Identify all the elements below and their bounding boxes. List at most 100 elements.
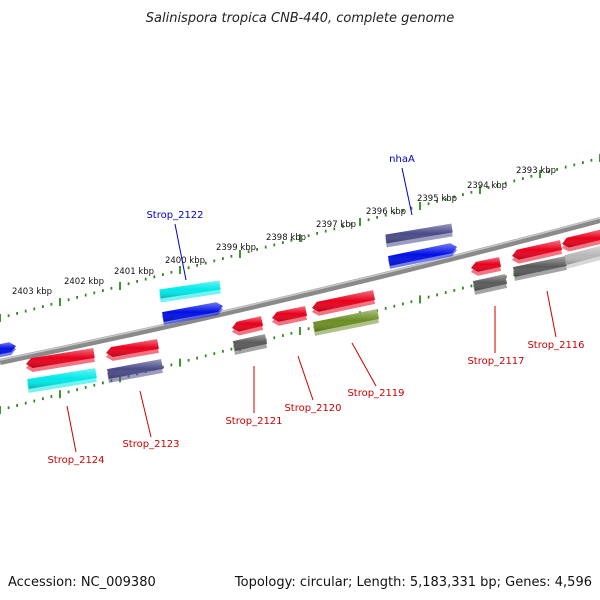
- minor-tick: [496, 184, 498, 187]
- minor-tick: [333, 227, 336, 231]
- gene-strop-2124: [26, 348, 95, 372]
- minor-tick: [504, 275, 507, 279]
- minor-tick: [444, 197, 447, 201]
- minor-tick: [393, 211, 396, 215]
- minor-tick: [376, 216, 378, 219]
- minor-tick: [187, 358, 190, 362]
- minor-tick: [384, 307, 387, 310]
- minor-tick: [153, 275, 156, 279]
- gene-shading: [159, 280, 221, 299]
- gene-shading: [27, 368, 97, 389]
- minor-tick: [410, 206, 413, 210]
- leader-line: [351, 342, 377, 387]
- minor-tick: [273, 336, 276, 340]
- minor-tick: [462, 286, 464, 290]
- gene-shading: [232, 334, 268, 351]
- gene-strop-2122: [162, 302, 223, 325]
- gene-label: Strop_2124: [47, 455, 104, 466]
- minor-tick: [7, 314, 10, 318]
- minor-tick: [410, 300, 413, 304]
- minor-tick: [582, 161, 584, 164]
- minor-tick: [470, 284, 473, 288]
- minor-tick: [42, 397, 44, 401]
- minor-tick: [50, 395, 53, 398]
- major-tick: [359, 218, 361, 226]
- minor-tick: [222, 257, 224, 260]
- minor-tick: [67, 298, 70, 302]
- minor-tick: [136, 280, 138, 283]
- minor-tick: [222, 349, 224, 353]
- gene-right-edge: [562, 229, 600, 252]
- gene-shading: [162, 302, 223, 322]
- gene-strop-2121-rna: [232, 334, 268, 355]
- kbp-tick-label: 2396 kbp: [366, 207, 406, 217]
- leader-line: [66, 405, 77, 453]
- minor-tick: [504, 181, 507, 185]
- gene-label: Strop_2116: [527, 340, 584, 351]
- leader-line: [297, 355, 314, 401]
- minor-tick: [33, 307, 36, 311]
- leader-line: [174, 223, 187, 281]
- major-tick: [179, 266, 181, 274]
- minor-tick: [33, 399, 36, 403]
- minor-tick: [84, 386, 87, 389]
- minor-tick: [453, 289, 456, 292]
- minor-tick: [67, 390, 70, 394]
- minor-tick: [427, 202, 430, 206]
- accession-text: Accession: NC_009380: [8, 575, 156, 590]
- gene-shading: [513, 256, 567, 277]
- minor-tick: [564, 165, 567, 169]
- gene-shading: [106, 339, 159, 357]
- minor-tick: [84, 293, 87, 297]
- minor-tick: [230, 254, 233, 258]
- gene-label: Strop_2122: [146, 210, 203, 221]
- minor-tick: [102, 289, 104, 292]
- minor-tick: [170, 270, 173, 274]
- gene-strop-2116: [512, 240, 563, 264]
- gene-shading: [232, 316, 264, 332]
- minor-tick: [196, 356, 198, 360]
- minor-tick: [127, 282, 130, 286]
- gene-shading: [272, 306, 307, 322]
- minor-tick: [307, 234, 310, 238]
- leader-line: [401, 167, 413, 216]
- gene-shading: [472, 274, 508, 291]
- gene-label: Strop_2120: [284, 403, 341, 414]
- gene-right-edge-rna: [564, 245, 600, 269]
- major-tick: [59, 390, 61, 399]
- minor-tick: [427, 295, 430, 299]
- minor-tick: [213, 259, 216, 263]
- minor-tick: [367, 218, 370, 222]
- gene-features: [0, 223, 600, 393]
- minor-tick: [290, 331, 293, 335]
- kbp-tick-label: 2400 kbp: [165, 256, 205, 266]
- gene-labels: nhaA Strop_2122 Strop_2124 Strop_2123 Strop_…: [47, 154, 584, 466]
- minor-tick: [264, 245, 267, 249]
- gene-strop-2119-rna: [313, 309, 379, 336]
- leader-line: [546, 290, 557, 338]
- minor-tick: [256, 248, 258, 251]
- major-tick: [299, 234, 301, 242]
- minor-tick: [316, 232, 318, 235]
- gene-strop-2119: [312, 290, 375, 316]
- major-tick: [59, 298, 61, 306]
- minor-tick: [324, 229, 327, 233]
- kbp-tick-label: 2395 kbp: [417, 194, 457, 204]
- gene-label: Strop_2121: [225, 416, 282, 427]
- minor-tick: [282, 241, 284, 244]
- minor-tick: [384, 213, 387, 217]
- minor-tick: [196, 264, 198, 267]
- minor-tick: [24, 401, 27, 405]
- minor-tick: [290, 238, 293, 242]
- gene-shading: [388, 243, 457, 266]
- major-tick: [179, 358, 181, 367]
- gene-shading: [313, 309, 379, 332]
- minor-tick: [436, 293, 438, 297]
- kbp-labels: 2393 kbp 2394 kbp 2395 kbp 2396 kbp 2397 kbp…: [12, 166, 556, 297]
- kbp-tick-label: 2394 kbp: [467, 181, 507, 191]
- gene-shading: [0, 342, 16, 355]
- major-tick: [299, 327, 301, 335]
- gene-label: nhaA: [389, 154, 415, 165]
- minor-tick: [24, 309, 27, 313]
